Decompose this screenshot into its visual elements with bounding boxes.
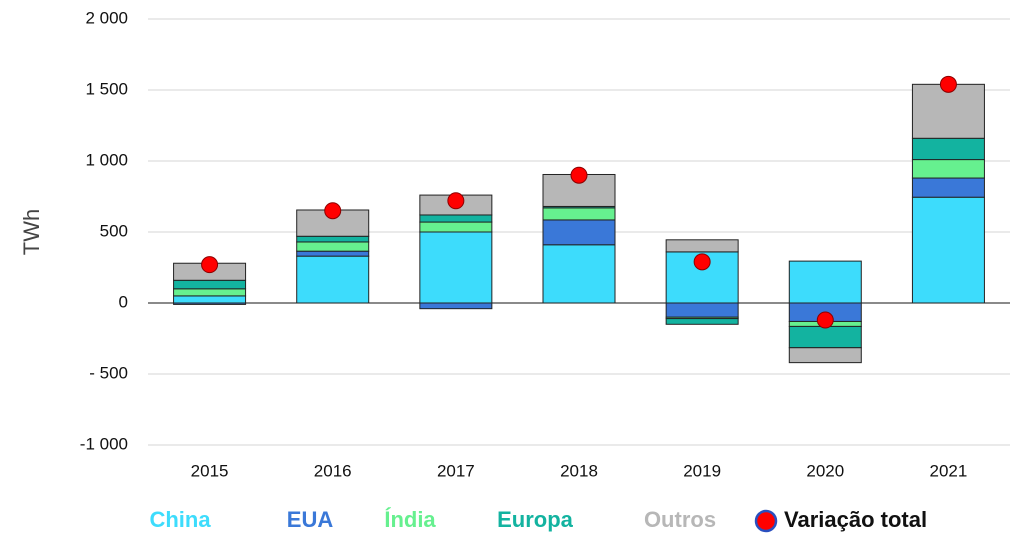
bar-segment — [173, 302, 247, 305]
bar-segment — [788, 325, 862, 349]
x-tick-label: 2018 — [560, 461, 598, 480]
total-dot — [816, 311, 834, 329]
legend-label: Europa — [497, 507, 574, 532]
y-tick-label: 0 — [119, 292, 128, 311]
bar-segment — [419, 231, 493, 304]
legend-dot — [754, 509, 778, 533]
y-tick-label: - 500 — [89, 363, 128, 382]
y-tick-label: 1 500 — [85, 79, 128, 98]
bar-segment — [542, 244, 616, 304]
y-tick-label: 1 000 — [85, 150, 128, 169]
total-dot — [693, 253, 711, 271]
bar-segment — [665, 318, 739, 325]
y-tick-label: 2 000 — [85, 8, 128, 27]
bar-segment — [542, 207, 616, 221]
bar-segment — [419, 302, 493, 310]
bar-segment — [296, 235, 370, 243]
bar-segment — [296, 250, 370, 257]
bar-segment — [173, 295, 247, 304]
y-tick-label: -1 000 — [80, 434, 128, 453]
bar-segment — [296, 241, 370, 252]
y-axis-label: TWh — [19, 209, 44, 255]
legend-label: Índia — [384, 507, 436, 532]
bar-segment — [419, 214, 493, 223]
bar-segment — [911, 196, 985, 304]
total-dot — [939, 75, 957, 93]
legend-label: Variação total — [784, 507, 927, 532]
x-tick-label: 2017 — [437, 461, 475, 480]
bar-segment — [911, 177, 985, 198]
x-tick-label: 2021 — [930, 461, 968, 480]
total-dot — [201, 256, 219, 274]
legend-label: China — [149, 507, 211, 532]
x-tick-label: 2020 — [806, 461, 844, 480]
total-dot — [447, 192, 465, 210]
bar-segment — [911, 137, 985, 161]
bar-segment — [911, 159, 985, 179]
bar-segment — [665, 239, 739, 253]
bar-segment — [296, 255, 370, 304]
legend-label: EUA — [287, 507, 334, 532]
total-dot — [324, 202, 342, 220]
bar-segment — [542, 219, 616, 246]
x-tick-label: 2015 — [191, 461, 229, 480]
x-tick-label: 2016 — [314, 461, 352, 480]
legend-label: Outros — [644, 507, 716, 532]
x-tick-label: 2019 — [683, 461, 721, 480]
bar-segment — [788, 260, 862, 304]
y-tick-label: 500 — [100, 221, 128, 240]
bar-segment — [173, 288, 247, 297]
bar-segment — [788, 347, 862, 364]
bar-segment — [173, 279, 247, 290]
bar-segment — [665, 302, 739, 318]
total-dot — [570, 166, 588, 184]
bar-segment — [419, 221, 493, 233]
